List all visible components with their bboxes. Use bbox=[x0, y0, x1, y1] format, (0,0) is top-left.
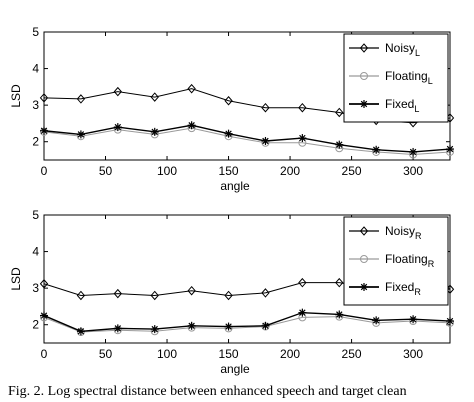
x-tick-label: 0 bbox=[41, 164, 48, 178]
data-point-fixed bbox=[40, 311, 48, 320]
data-point-fixed bbox=[298, 134, 307, 143]
series-line-fixed bbox=[43, 311, 451, 333]
legend-label: NoisyR bbox=[385, 224, 422, 241]
y-tick-label: 4 bbox=[32, 245, 39, 259]
x-axis-label: angle bbox=[220, 179, 250, 193]
chart-right-channel: 0 50 100 150 200 250 300 2 3 4 5 angle LSD NoisyR Floa… bbox=[9, 208, 455, 376]
legend-label: NoisyL bbox=[385, 41, 420, 58]
data-point-noisy bbox=[224, 290, 233, 301]
data-point-fixed bbox=[113, 324, 122, 333]
data-point-fixed bbox=[409, 315, 418, 324]
legend-label: FloatingR bbox=[385, 252, 435, 269]
legend: NoisyL FloatingL FixedL bbox=[343, 33, 449, 123]
data-point-noisy bbox=[224, 95, 233, 106]
data-point-noisy bbox=[298, 277, 307, 288]
data-point-noisy bbox=[113, 288, 122, 299]
legend-label: FixedL bbox=[385, 97, 419, 114]
data-point-fixed bbox=[261, 321, 270, 330]
data-point-fixed bbox=[372, 145, 381, 154]
x-tick-label: 50 bbox=[99, 347, 113, 361]
data-point-noisy bbox=[261, 288, 270, 298]
data-point-noisy bbox=[298, 102, 307, 113]
x-tick-label: 50 bbox=[99, 164, 113, 178]
y-axis-label: LSD bbox=[9, 84, 23, 108]
data-point-fixed bbox=[298, 308, 307, 317]
data-point-noisy bbox=[39, 93, 49, 103]
series-line-floating bbox=[43, 316, 451, 333]
chart-left-channel: 0 50 100 150 200 250 300 2 3 4 5 angle LSD NoisyL Floa… bbox=[9, 25, 455, 193]
x-tick-label: 150 bbox=[219, 347, 239, 361]
legend-marker bbox=[360, 72, 368, 80]
data-point-noisy bbox=[39, 278, 49, 289]
legend-marker bbox=[360, 283, 368, 291]
data-point-fixed bbox=[372, 316, 381, 325]
data-point-noisy bbox=[76, 290, 86, 301]
y-tick-label: 5 bbox=[32, 25, 39, 39]
data-point-noisy bbox=[187, 285, 196, 296]
y-tick-label: 3 bbox=[32, 98, 39, 112]
data-point-fixed bbox=[446, 317, 454, 326]
x-tick-label: 200 bbox=[280, 164, 300, 178]
x-tick-label: 100 bbox=[157, 164, 177, 178]
data-point-fixed bbox=[224, 322, 233, 331]
series-line-floating bbox=[43, 127, 451, 156]
data-point-fixed bbox=[224, 129, 233, 138]
data-point-noisy bbox=[113, 86, 122, 97]
x-tick-label: 0 bbox=[41, 347, 48, 361]
data-point-fixed bbox=[187, 121, 196, 130]
data-point-fixed bbox=[261, 136, 270, 145]
data-point-noisy bbox=[76, 94, 86, 104]
data-point-noisy bbox=[150, 92, 159, 102]
data-point-fixed bbox=[76, 327, 85, 336]
data-point-noisy bbox=[261, 102, 270, 113]
data-point-fixed bbox=[40, 126, 48, 135]
figure-caption: Fig. 2. Log spectral distance between en… bbox=[8, 384, 407, 399]
data-point-noisy bbox=[187, 83, 196, 94]
legend: NoisyR FloatingR FixedR bbox=[343, 216, 449, 306]
legend-marker bbox=[360, 100, 368, 108]
data-point-fixed bbox=[335, 310, 344, 319]
legend-label: FloatingL bbox=[385, 69, 433, 86]
x-tick-label: 100 bbox=[157, 347, 177, 361]
y-tick-label: 4 bbox=[32, 62, 39, 76]
x-tick-label: 300 bbox=[403, 164, 423, 178]
data-point-fixed bbox=[187, 321, 196, 330]
data-point-fixed bbox=[76, 130, 85, 139]
legend-marker bbox=[359, 226, 369, 236]
data-point-fixed bbox=[150, 325, 159, 334]
y-tick-label: 2 bbox=[32, 318, 39, 332]
y-tick-label: 2 bbox=[32, 135, 39, 149]
data-point-fixed bbox=[113, 123, 122, 132]
y-tick-label: 3 bbox=[32, 281, 39, 295]
x-tick-label: 150 bbox=[219, 164, 239, 178]
legend-label: FixedR bbox=[385, 280, 421, 297]
x-tick-label: 300 bbox=[403, 347, 423, 361]
legend-marker bbox=[360, 255, 368, 263]
y-tick-label: 5 bbox=[32, 208, 39, 222]
data-point-fixed bbox=[150, 127, 159, 136]
data-point-fixed bbox=[446, 145, 454, 154]
x-tick-label: 250 bbox=[342, 347, 362, 361]
x-tick-label: 200 bbox=[280, 347, 300, 361]
x-tick-label: 250 bbox=[342, 164, 362, 178]
data-point-noisy bbox=[335, 277, 344, 288]
data-point-noisy bbox=[335, 107, 344, 118]
data-point-fixed bbox=[409, 147, 418, 156]
series-line-fixed bbox=[43, 124, 451, 153]
data-point-fixed bbox=[335, 140, 344, 149]
legend-marker bbox=[359, 43, 369, 53]
data-point-noisy bbox=[150, 290, 159, 301]
y-axis-label: LSD bbox=[9, 267, 23, 291]
x-axis-label: angle bbox=[220, 362, 250, 376]
